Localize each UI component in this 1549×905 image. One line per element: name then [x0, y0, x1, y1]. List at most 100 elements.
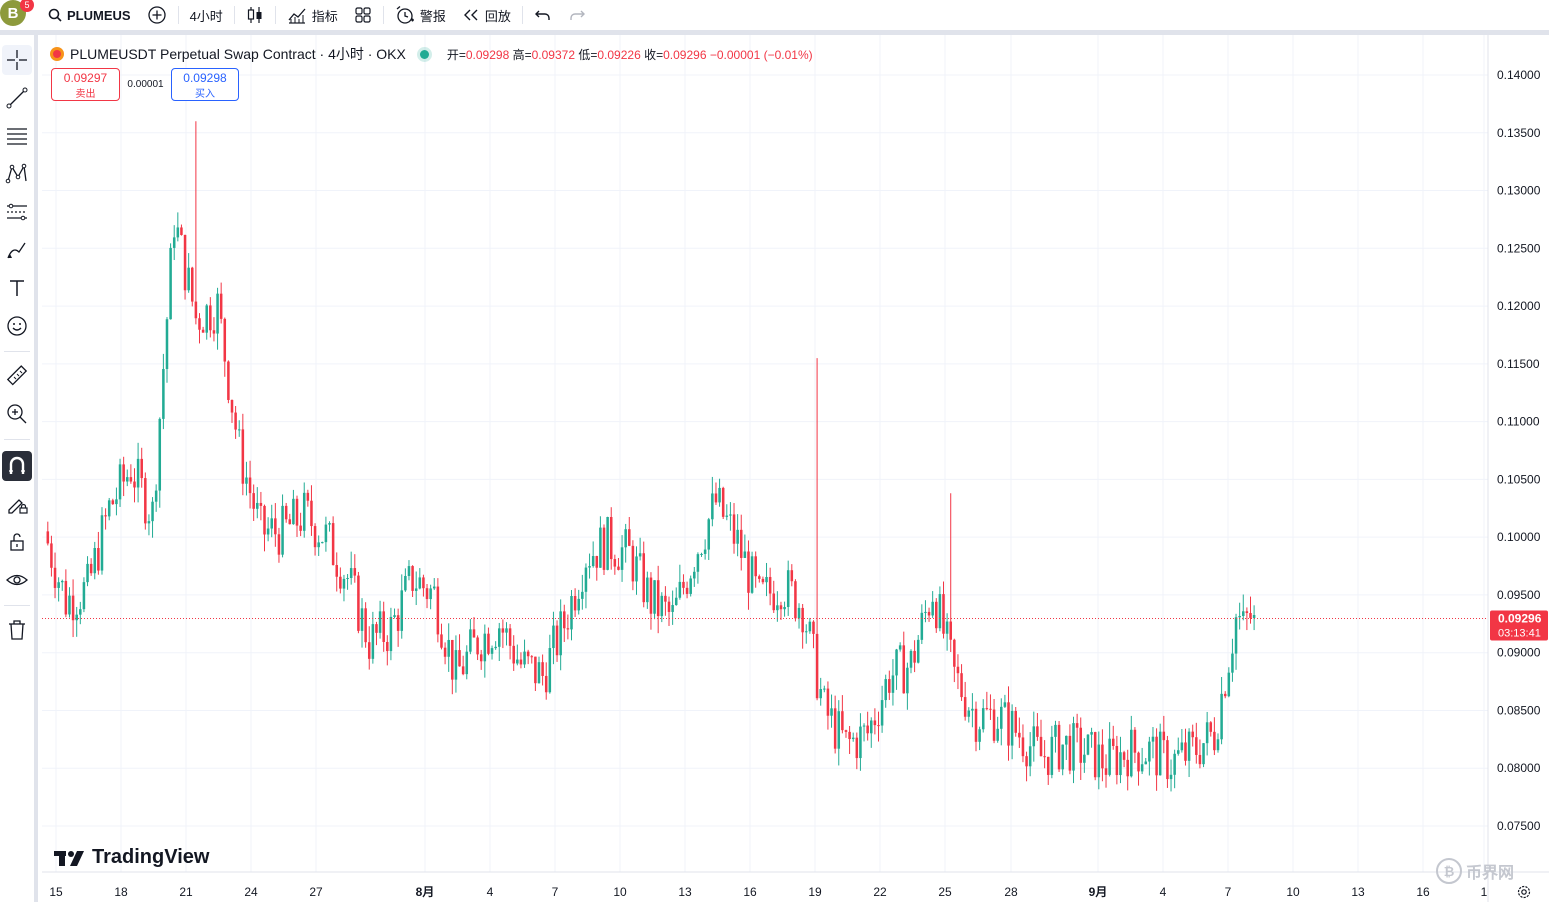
candle-body	[1104, 768, 1108, 775]
tradingview-logo[interactable]: TradingView	[54, 846, 209, 869]
time-tick-label: 13	[1351, 885, 1365, 899]
indicators-label: 指标	[311, 8, 338, 24]
candle-countdown-label: 03:13:41	[1498, 627, 1541, 639]
buy-button[interactable]: 0.09298 买入	[171, 68, 239, 101]
candle-body	[346, 578, 349, 580]
hide-drawings-button[interactable]	[2, 565, 32, 595]
candle-body	[133, 481, 136, 488]
candle-body	[1014, 710, 1017, 733]
candle-body	[909, 650, 913, 668]
candle-body	[714, 493, 718, 503]
candle-body	[981, 708, 985, 730]
candle-body	[620, 547, 624, 570]
low-value: 0.09226	[597, 47, 641, 62]
ohlc-values: 开=0.09298 高=0.09372 低=0.09226 收=0.09296 …	[447, 46, 813, 63]
candle-body	[678, 581, 682, 598]
candle-body	[349, 568, 353, 579]
trend-line-tool[interactable]	[2, 83, 32, 113]
candle-body	[1036, 726, 1039, 737]
candle-body	[938, 594, 942, 629]
alerts-button[interactable]: 警报	[387, 0, 454, 30]
candle-body	[667, 601, 671, 612]
candle-body	[93, 548, 97, 574]
candle-body	[924, 611, 927, 613]
candle-body	[57, 582, 60, 588]
candle-body	[162, 369, 165, 419]
candle-body	[718, 487, 721, 503]
candle-body	[833, 708, 837, 749]
candle-body	[414, 588, 418, 591]
candle-body	[357, 575, 360, 631]
toolbar-divider	[382, 6, 384, 24]
legend-title[interactable]: PLUMEUSDT Perpetual Swap Contract · 4小时 …	[70, 46, 406, 62]
pattern-tool[interactable]	[2, 159, 32, 189]
undo-button[interactable]	[526, 0, 560, 30]
candle-body	[1148, 741, 1151, 762]
measure-tool[interactable]	[2, 361, 32, 391]
sell-button[interactable]: 0.09297 卖出	[51, 68, 120, 101]
indicators-button[interactable]: 指标	[279, 0, 346, 30]
price-chart[interactable]: 0.14000 0.13500 0.13000 0.12500 0.12000 0.115…	[42, 35, 1549, 902]
compare-symbol-button[interactable]	[139, 0, 175, 30]
candle-body	[541, 662, 544, 676]
candle-body	[1231, 653, 1234, 673]
symbol-search-button[interactable]: PLUMEUS	[40, 0, 139, 30]
price-tick-label: 0.09500	[1497, 588, 1541, 602]
candle-body	[599, 527, 602, 568]
candle-body	[158, 418, 162, 491]
close-label: 收=	[644, 47, 664, 62]
time-tick-label: 4	[487, 885, 494, 899]
candle-body	[451, 639, 454, 680]
candle-body	[963, 697, 967, 717]
candle-body	[880, 700, 884, 726]
lock-drawings-button[interactable]	[2, 527, 32, 557]
plus-circle-icon	[147, 5, 167, 25]
candle-body	[342, 578, 346, 589]
remove-drawings-button[interactable]	[2, 615, 32, 645]
candle-body	[942, 594, 945, 634]
replay-button[interactable]: 回放	[454, 0, 519, 30]
candle-body	[1198, 754, 1202, 765]
stay-in-drawing-mode-button[interactable]	[2, 489, 32, 519]
candle-body	[386, 641, 389, 652]
fib-tool[interactable]	[2, 121, 32, 151]
crosshair-tool[interactable]	[2, 45, 32, 75]
candle-body	[671, 605, 674, 612]
candle-body	[537, 662, 541, 684]
candle-body	[508, 628, 512, 646]
user-menu[interactable]: B 5	[0, 0, 40, 30]
price-tick-label: 0.12500	[1497, 241, 1541, 255]
candle-body	[310, 500, 313, 527]
redo-button[interactable]	[560, 0, 594, 30]
candle-body	[935, 601, 938, 629]
candle-body	[180, 227, 183, 235]
emoji-tool[interactable]	[2, 311, 32, 341]
market-status-icon[interactable]	[419, 49, 429, 59]
chart-type-button[interactable]	[238, 0, 272, 30]
price-tick-label: 0.10500	[1497, 472, 1541, 486]
candle-body	[841, 711, 844, 731]
layouts-button[interactable]	[346, 0, 380, 30]
chart-legend: PLUMEUSDT Perpetual Swap Contract · 4小时 …	[50, 44, 813, 64]
candle-body	[1234, 617, 1238, 654]
candle-body	[985, 708, 989, 710]
prediction-tool[interactable]	[2, 197, 32, 227]
text-tool[interactable]	[2, 273, 32, 303]
candle-body	[870, 720, 873, 734]
candle-body	[855, 737, 859, 759]
interval-label: 4小时	[189, 8, 223, 24]
candle-body	[295, 498, 299, 526]
candle-body	[837, 711, 841, 749]
zoom-tool[interactable]	[2, 399, 32, 429]
candles-icon	[246, 5, 264, 25]
candle-body	[339, 576, 342, 589]
candle-body	[696, 554, 700, 572]
interval-button[interactable]: 4小时	[182, 0, 231, 30]
chart-settings-button[interactable]	[1516, 884, 1532, 905]
candle-body	[916, 639, 920, 663]
magnet-mode-button[interactable]	[2, 451, 32, 481]
candle-body	[552, 625, 555, 649]
candle-body	[725, 515, 729, 517]
brush-tool[interactable]	[2, 235, 32, 265]
candle-body	[1191, 731, 1194, 738]
